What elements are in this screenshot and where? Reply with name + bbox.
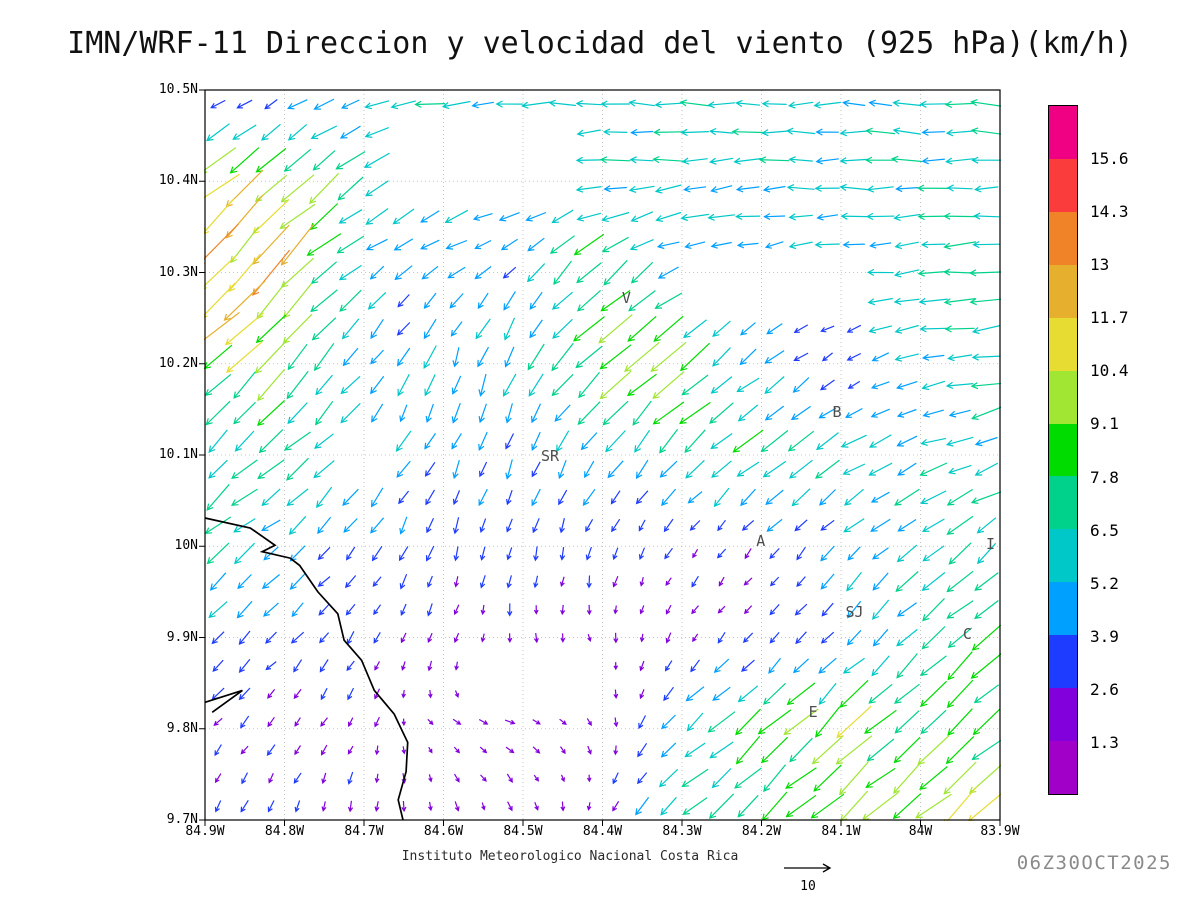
reference-vector-label: 10 <box>800 879 816 894</box>
colorbar-segment <box>1049 106 1077 159</box>
y-axis-tick-label: 10.1N <box>158 447 198 462</box>
x-axis-tick-label: 84.8W <box>264 824 305 839</box>
colorbar-segment <box>1049 529 1077 583</box>
station-label-e: E <box>808 703 818 722</box>
colorbar-segment <box>1049 317 1077 371</box>
colorbar-segment <box>1049 582 1077 636</box>
colorbar-segment <box>1049 476 1077 530</box>
station-label-i: I <box>985 534 995 553</box>
x-axis-tick-label: 84.2W <box>741 824 782 839</box>
y-axis-tick-label: 9.9N <box>166 629 198 645</box>
colorbar-segment <box>1049 158 1077 212</box>
reference-arrow-icon <box>784 863 832 873</box>
y-axis-tick-label: 9.8N <box>166 720 198 736</box>
y-axis-tick-label: 10.2N <box>158 355 198 371</box>
grid-lines <box>204 89 1001 821</box>
colorbar-segment <box>1049 741 1077 794</box>
colorbar-segment <box>1049 211 1077 265</box>
x-axis-tick-label: 84.7W <box>344 824 384 839</box>
station-label-c: C <box>962 624 972 643</box>
x-axis-tick-label: 84W <box>908 824 933 839</box>
colorbar-segment <box>1049 370 1077 424</box>
colorbar-tick-label: 14.3 <box>1090 202 1129 222</box>
colorbar-tick-label: 13 <box>1090 255 1110 275</box>
x-axis-tick-label: 83.9W <box>980 824 1020 839</box>
y-axis-tick-label: 10.3N <box>158 264 198 280</box>
station-label-sj: SJ <box>845 602 864 621</box>
colorbar-tick-label: 7.8 <box>1090 467 1119 487</box>
colorbar-tick-label: 6.5 <box>1090 520 1119 540</box>
colorbar-segment <box>1049 264 1077 318</box>
station-label-a: A <box>756 531 766 550</box>
wind-arrows <box>204 98 1001 821</box>
chart-title: IMN/WRF-11 Direccion y velocidad del vie… <box>67 26 1133 61</box>
station-label-b: B <box>832 403 842 422</box>
y-axis-tick-label: 9.7N <box>166 812 198 827</box>
institute-caption: Instituto Meteorologico Nacional Costa R… <box>401 849 739 864</box>
y-axis-tick-label: 10.5N <box>158 82 198 97</box>
colorbar-tick-label: 11.7 <box>1090 308 1129 328</box>
y-axis-tick-label: 10.4N <box>158 173 198 189</box>
x-axis-tick-label: 84.9W <box>185 824 225 839</box>
x-axis-tick-label: 84.5W <box>503 824 543 839</box>
colorbar-segment <box>1049 423 1077 477</box>
colorbar-tick-label: 3.9 <box>1090 626 1119 646</box>
run-timestamp: 06Z30OCT2025 <box>1016 852 1172 874</box>
colorbar-tick-label: 2.6 <box>1090 679 1119 699</box>
axis-ticks <box>199 89 1001 826</box>
x-axis-tick-label: 84.4W <box>582 824 623 839</box>
colorbar-tick-label: 5.2 <box>1090 573 1119 593</box>
reference-vector: 10 <box>778 860 838 894</box>
x-axis-tick-label: 84.3W <box>662 824 702 839</box>
y-axis-tick-label: 10N <box>174 538 198 554</box>
x-axis-tick-label: 84.1W <box>821 824 861 839</box>
x-axis-tick-label: 84.6W <box>423 824 464 839</box>
colorbar-tick-label: 10.4 <box>1090 361 1129 381</box>
colorbar-tick-label: 9.1 <box>1090 414 1119 434</box>
station-label-v: V <box>621 289 631 308</box>
station-label-sr: SR <box>540 446 560 465</box>
colorbar <box>1048 105 1078 795</box>
colorbar-tick-label: 15.6 <box>1090 149 1129 169</box>
colorbar-segment <box>1049 688 1077 742</box>
colorbar-tick-label: 1.3 <box>1090 732 1119 752</box>
colorbar-segment <box>1049 635 1077 689</box>
coastline-spit-path <box>204 689 243 713</box>
coastline-path <box>204 517 409 821</box>
